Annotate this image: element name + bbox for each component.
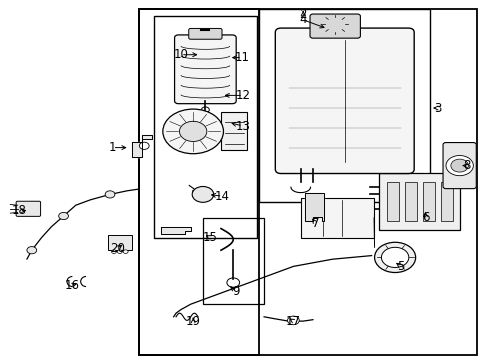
Text: 1: 1 — [108, 141, 116, 154]
Bar — [259, 9, 429, 202]
Bar — [404, 182, 416, 221]
Circle shape — [179, 121, 206, 141]
Text: 16: 16 — [65, 279, 80, 292]
Text: 14: 14 — [215, 190, 229, 203]
Polygon shape — [304, 193, 324, 221]
Bar — [139, 9, 259, 355]
Bar — [221, 112, 246, 150]
Text: 12: 12 — [235, 89, 250, 102]
Text: 5: 5 — [396, 260, 404, 273]
Text: 15: 15 — [203, 231, 217, 244]
FancyBboxPatch shape — [309, 14, 360, 38]
Text: 19: 19 — [185, 315, 200, 328]
FancyBboxPatch shape — [188, 28, 222, 39]
Text: 20: 20 — [110, 242, 124, 255]
Circle shape — [27, 247, 37, 254]
Text: 11: 11 — [234, 51, 249, 64]
Bar — [139, 9, 476, 355]
Bar — [440, 182, 452, 221]
Circle shape — [450, 159, 468, 172]
Circle shape — [111, 250, 116, 253]
FancyBboxPatch shape — [16, 201, 41, 216]
Text: 6: 6 — [421, 211, 428, 224]
Bar — [107, 235, 132, 250]
Bar — [379, 173, 459, 230]
Circle shape — [201, 107, 209, 113]
Bar — [203, 218, 264, 304]
Text: 10: 10 — [173, 48, 188, 61]
Text: 8: 8 — [462, 159, 470, 172]
Circle shape — [105, 191, 115, 198]
Text: 2: 2 — [299, 8, 306, 21]
FancyBboxPatch shape — [174, 35, 236, 104]
FancyBboxPatch shape — [442, 143, 475, 189]
Circle shape — [445, 156, 472, 176]
Circle shape — [163, 109, 223, 154]
Circle shape — [59, 212, 68, 220]
Polygon shape — [161, 227, 190, 234]
Bar — [154, 16, 256, 238]
Circle shape — [287, 316, 299, 325]
Polygon shape — [132, 135, 151, 157]
Circle shape — [139, 142, 149, 149]
Bar — [300, 198, 373, 238]
Text: 9: 9 — [232, 285, 240, 298]
Text: 3: 3 — [433, 102, 441, 114]
Circle shape — [117, 250, 122, 253]
Text: 7: 7 — [311, 217, 319, 230]
Text: 4: 4 — [299, 13, 306, 26]
Circle shape — [192, 186, 213, 202]
Circle shape — [374, 242, 415, 273]
Circle shape — [381, 247, 408, 267]
Text: 13: 13 — [235, 120, 250, 132]
Bar — [386, 182, 398, 221]
Text: 18: 18 — [12, 204, 27, 217]
Bar — [422, 182, 434, 221]
Text: 17: 17 — [285, 315, 300, 328]
Circle shape — [226, 278, 239, 287]
Circle shape — [123, 250, 128, 253]
FancyBboxPatch shape — [275, 28, 413, 174]
